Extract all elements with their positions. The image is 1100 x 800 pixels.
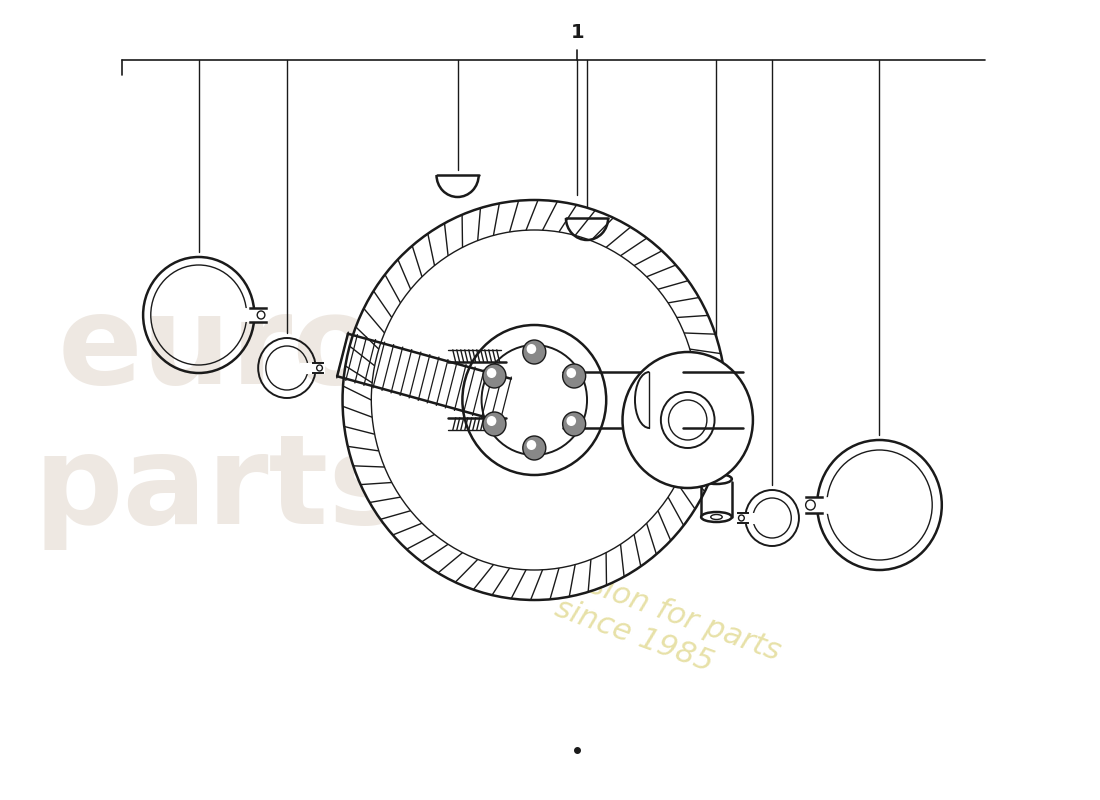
Text: a passion for parts
since 1985: a passion for parts since 1985	[495, 542, 784, 698]
Circle shape	[487, 416, 496, 426]
Circle shape	[483, 412, 506, 436]
Circle shape	[487, 368, 496, 378]
Circle shape	[257, 311, 265, 319]
Circle shape	[805, 500, 815, 510]
Circle shape	[522, 436, 546, 460]
Circle shape	[563, 364, 585, 388]
Circle shape	[527, 440, 536, 450]
Circle shape	[623, 352, 752, 488]
Circle shape	[522, 340, 546, 364]
Circle shape	[563, 412, 585, 436]
Text: euro
parts: euro parts	[33, 290, 403, 550]
Circle shape	[738, 515, 745, 521]
Circle shape	[462, 325, 606, 475]
Ellipse shape	[701, 512, 732, 522]
Circle shape	[483, 364, 506, 388]
Circle shape	[566, 368, 576, 378]
Circle shape	[527, 344, 536, 354]
Circle shape	[342, 200, 726, 600]
Circle shape	[566, 416, 576, 426]
Ellipse shape	[701, 474, 732, 484]
Circle shape	[317, 365, 322, 371]
Text: 1: 1	[571, 22, 584, 42]
